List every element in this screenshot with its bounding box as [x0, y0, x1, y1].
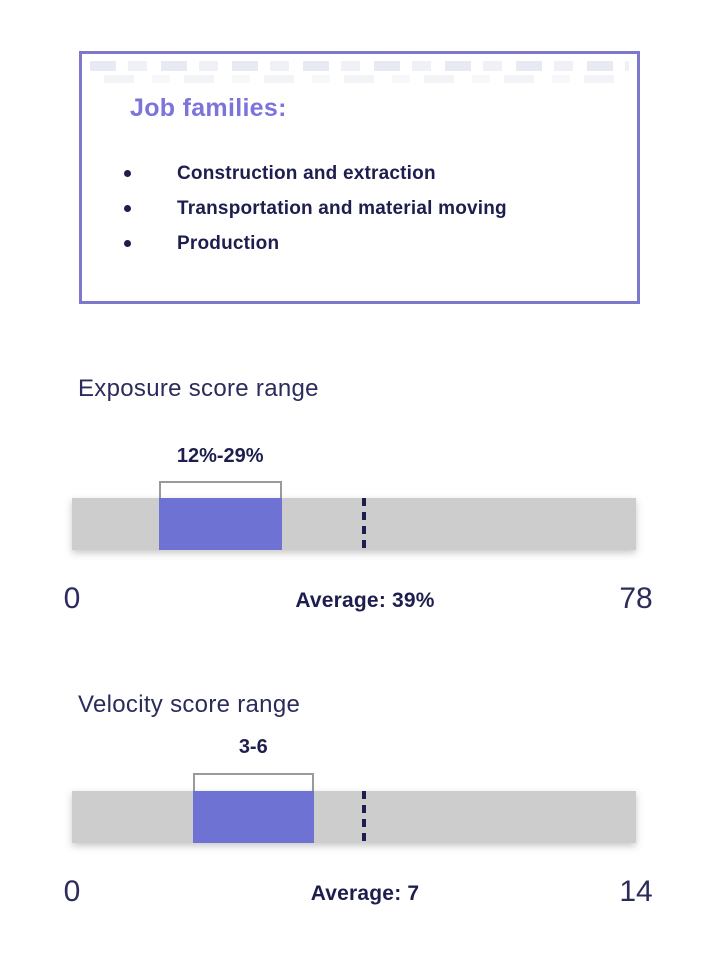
- list-item-label: Transportation and material moving: [177, 197, 507, 219]
- score-track: [72, 498, 636, 550]
- range-label-wrap: 3-6: [193, 736, 314, 759]
- average-label: Average: 39%: [295, 589, 435, 612]
- ghost-texture: [90, 75, 629, 83]
- job-families-heading: Job families:: [130, 94, 287, 122]
- axis-max-label: 78: [619, 582, 653, 615]
- chart-title: Velocity score range: [78, 691, 301, 718]
- list-item: Transportation and material moving: [124, 191, 507, 226]
- list-item-label: Production: [177, 232, 280, 254]
- job-families-list: Construction and extraction Transportati…: [124, 156, 507, 261]
- range-label-wrap: 12%-29%: [159, 445, 282, 468]
- range-label: 3-6: [238, 736, 268, 758]
- average-line: [362, 498, 366, 550]
- job-families-box: Job families: Construction and extractio…: [79, 51, 640, 304]
- score-track: [72, 791, 636, 843]
- bullet-icon: [124, 240, 131, 247]
- axis-max-label: 14: [619, 875, 653, 908]
- axis-min-label: 0: [63, 875, 81, 908]
- average-line: [362, 791, 366, 843]
- list-item: Construction and extraction: [124, 156, 507, 191]
- ghost-texture: [90, 61, 629, 71]
- chart-title: Exposure score range: [78, 375, 319, 402]
- range-fill: [192, 791, 314, 843]
- list-item-label: Construction and extraction: [177, 162, 436, 184]
- bullet-icon: [124, 170, 131, 177]
- list-item: Production: [124, 226, 507, 261]
- velocity-score-chart: Velocity score range 3-6 0 Average: 7 14: [0, 691, 726, 941]
- exposure-score-chart: Exposure score range 12%-29% 0 Average: …: [0, 375, 726, 625]
- range-bracket: [158, 481, 282, 498]
- average-label: Average: 7: [310, 882, 420, 905]
- range-fill: [158, 498, 282, 550]
- range-label: 12%-29%: [176, 445, 264, 467]
- axis-min-label: 0: [63, 582, 81, 615]
- range-bracket: [192, 773, 314, 791]
- bullet-icon: [124, 205, 131, 212]
